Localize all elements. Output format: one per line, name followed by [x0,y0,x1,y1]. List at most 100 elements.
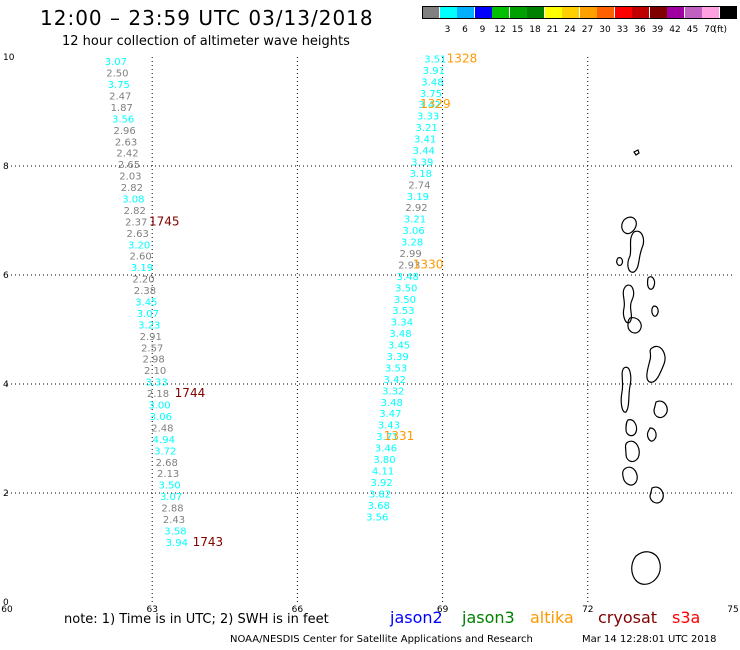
swh-value-label: 2.99 [400,249,422,260]
x-tick-label: 72 [582,605,593,615]
pass-time-label: 1328 [447,51,478,65]
swh-value-label: 3.18 [410,169,432,180]
island-outline [646,427,657,442]
swh-value-label: 3.08 [122,195,144,206]
island-outline [627,230,645,273]
swh-value-label: 2.37 [125,217,147,228]
pass-time-label: 1329 [420,97,451,111]
legend-swatch [597,6,614,19]
swh-value-label: 3.48 [389,329,411,340]
swh-value-label: 2.63 [115,137,137,148]
swh-value-label: 3.91 [423,66,445,77]
credit-text: NOAA/NESDIS Center for Satellite Applica… [230,634,533,645]
swh-value-label: 3.32 [382,386,404,397]
satellite-name-cryosat: cryosat [598,608,658,627]
x-tick-label: 75 [727,605,738,615]
legend-swatch [457,6,474,19]
pass-time-label: 1743 [193,535,224,549]
island-outline [653,400,668,419]
y-tick-label: 2 [3,489,9,499]
swh-value-label: 4.94 [153,435,175,446]
island-outline [631,551,661,585]
swh-value-label: 2.82 [121,183,143,194]
swh-value-label: 3.94 [166,538,188,549]
swh-value-label: 3.28 [401,238,423,249]
swh-value-label: 3.82 [369,489,391,500]
swh-value-label: 3.48 [397,272,419,283]
swh-value-label: 3.06 [402,226,424,237]
swh-value-label: 2.60 [129,252,151,263]
island-outline [624,440,640,463]
swh-value-label: 3.39 [386,352,408,363]
legend-unit: (ft) [713,25,728,35]
swh-value-label: 2.13 [157,469,179,480]
swh-value-label: 3.45 [135,298,157,309]
legend-label: 12 [494,25,506,35]
swh-value-label: 2.50 [106,69,128,80]
island-outline [622,466,638,486]
y-tick-label: 0 [3,598,9,608]
legend-swatch [492,6,509,19]
legend-label: 42 [669,25,681,35]
y-tick-label: 8 [3,162,9,172]
swh-value-label: 2.43 [163,515,185,526]
legend-swatch [562,6,579,19]
swh-value-label: 3.07 [137,309,159,320]
swh-value-label: 3.34 [391,318,413,329]
island-outline [616,257,624,267]
swh-value-label: 2.57 [141,343,163,354]
swh-value-label: 2.10 [144,366,166,377]
swh-value-label: 3.07 [105,57,127,68]
swh-value-label: 2.68 [156,458,178,469]
swh-value-label: 3.53 [392,306,414,317]
swh-value-label: 2.65 [118,160,140,171]
legend-label: 18 [529,25,541,35]
legend-swatch [702,6,719,19]
swh-value-label: 3.56 [112,114,134,125]
legend-label: 39 [651,25,664,35]
island-outline [620,366,632,413]
swh-value-label: 3.80 [373,455,395,466]
legend-label: 3 [444,25,451,35]
island-outline [649,486,664,504]
legend-swatch [684,6,702,19]
swh-value-label: 3.33 [145,378,167,389]
page-subtitle: 12 hour collection of altimeter wave hei… [62,34,350,49]
swh-value-label: 3.06 [150,412,172,423]
legend-swatch [509,6,527,19]
island-outline [621,216,637,235]
swh-value-label: 2.82 [124,206,146,217]
page-title: 12:00 – 23:59 UTC 03/13/2018 [40,6,374,30]
swh-value-label: 3.39 [411,157,433,168]
legend-swatch [544,6,562,19]
footer-note: note: 1) Time is in UTC; 2) SWH is in fe… [64,612,329,627]
swh-value-label: 3.50 [394,295,416,306]
satellite-name-s3a: s3a [672,608,701,627]
swh-value-label: 3.41 [414,135,436,146]
swh-value-label: 3.19 [131,263,153,274]
x-tick-label: 63 [146,605,157,615]
island-outline [651,305,659,317]
swh-value-label: 3.48 [381,398,403,409]
swh-value-label: 2.96 [113,126,135,137]
legend-label: 27 [581,25,594,35]
pass-time-label: 1744 [175,386,206,400]
island-outline [622,284,635,324]
pass-time-label: 1331 [384,429,415,443]
y-tick-label: 4 [3,380,9,390]
swh-value-label: 3.19 [407,192,429,203]
legend-swatch [474,6,492,19]
legend-swatch [579,6,597,19]
timestamp-text: Mar 14 12:28:01 UTC 2018 [582,634,717,645]
island-outline [625,419,638,437]
swh-value-label: 2.20 [132,275,154,286]
swh-value-label: 3.53 [385,363,407,374]
swh-value-label: 3.72 [154,446,176,457]
x-tick-label: 66 [292,605,304,615]
swh-value-label: 3.42 [384,375,406,386]
island-outline [646,345,666,383]
legend-swatch [439,6,457,19]
swh-value-label: 2.93 [398,260,420,271]
swh-value-label: 2.98 [143,355,165,366]
